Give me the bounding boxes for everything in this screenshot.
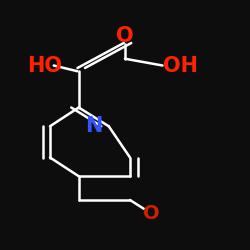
Text: O: O bbox=[116, 26, 134, 46]
Text: N: N bbox=[85, 116, 102, 136]
Text: HO: HO bbox=[28, 56, 62, 76]
Text: OH: OH bbox=[162, 56, 198, 76]
Text: O: O bbox=[143, 204, 160, 223]
